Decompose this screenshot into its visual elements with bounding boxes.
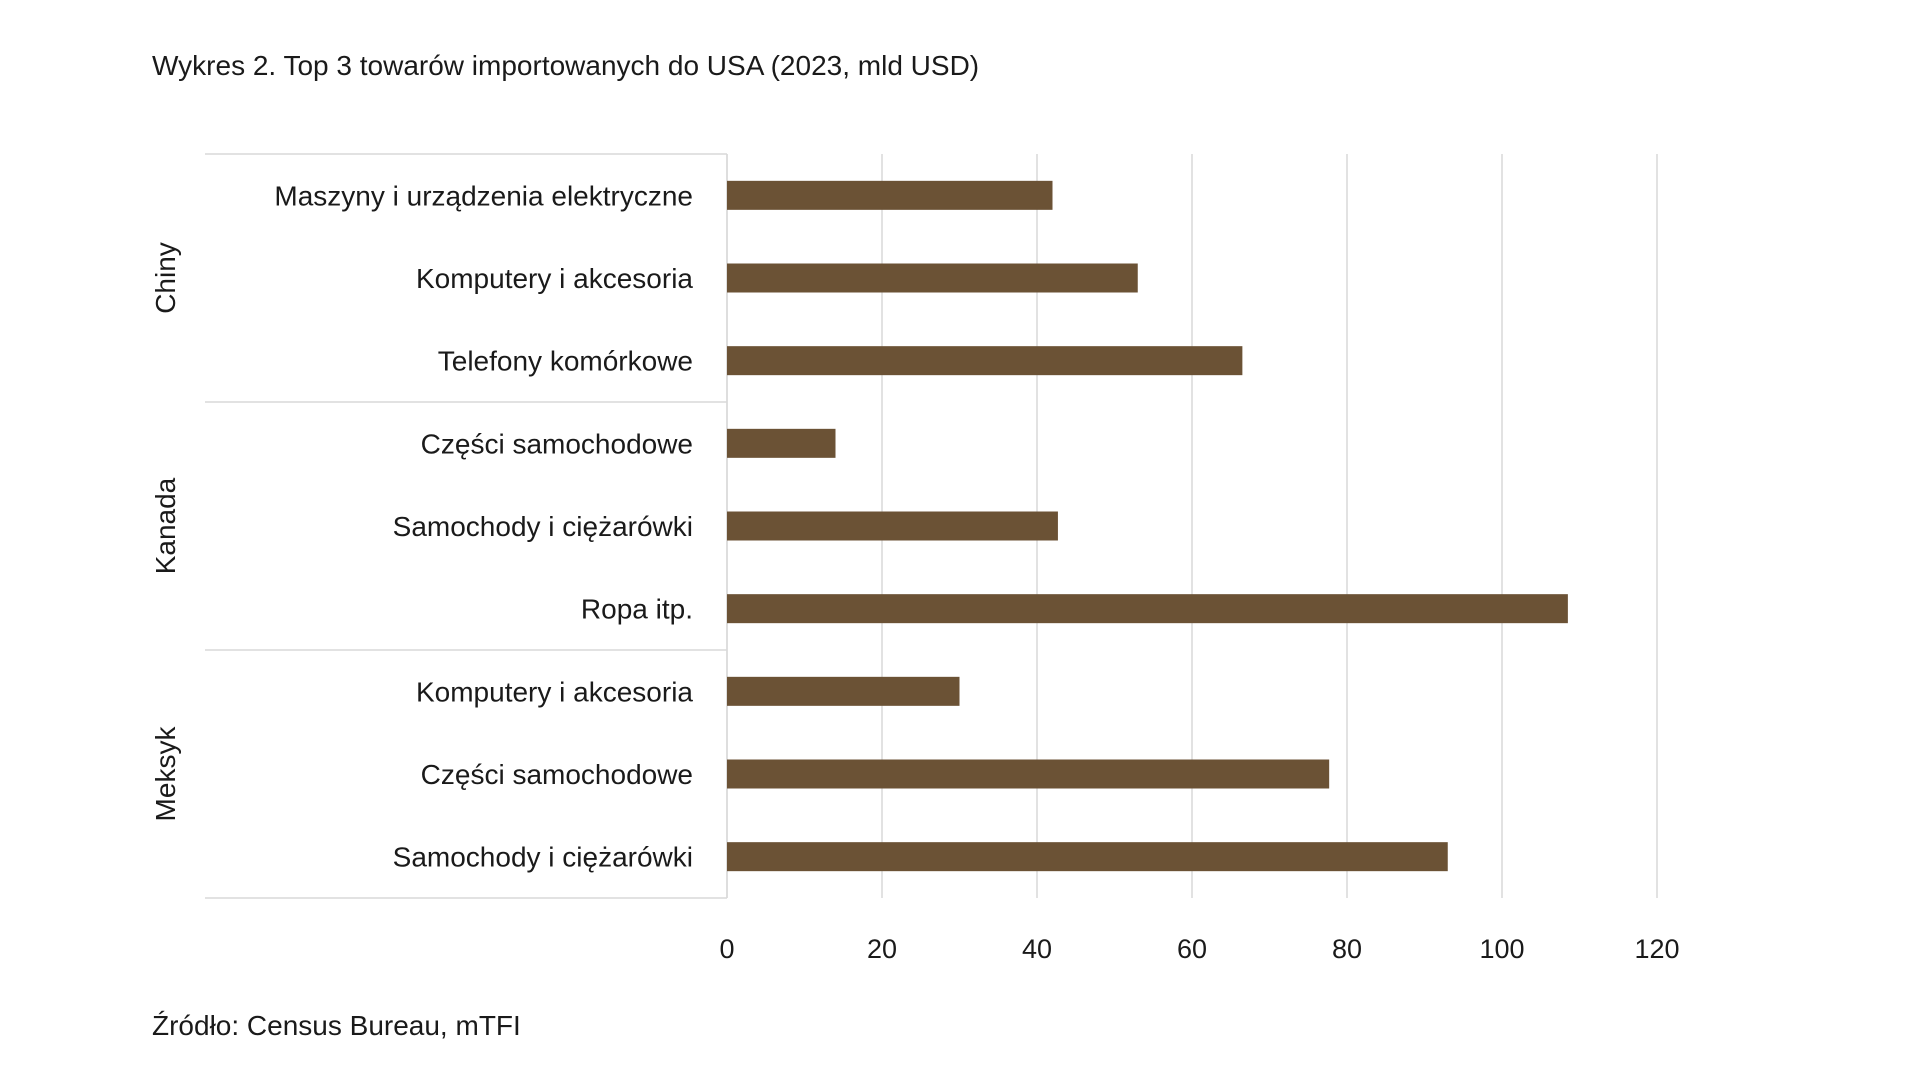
group-labels: Chiny Kanada Meksyk xyxy=(150,242,181,821)
bar-3 xyxy=(727,346,1243,376)
bar-1 xyxy=(727,180,1053,210)
bar-8 xyxy=(727,759,1330,789)
bar-6 xyxy=(727,594,1568,624)
category-label: Komputery i akcesoria xyxy=(416,263,693,294)
bar-5 xyxy=(727,511,1058,541)
x-tick-label: 0 xyxy=(719,934,734,964)
group-label-meksyk: Meksyk xyxy=(150,726,181,822)
category-label: Komputery i akcesoria xyxy=(416,676,693,707)
group-label-kanada: Kanada xyxy=(150,477,181,574)
bars xyxy=(727,180,1568,872)
category-label: Części samochodowe xyxy=(421,428,693,459)
category-label: Ropa itp. xyxy=(581,594,693,625)
x-tick-label: 20 xyxy=(867,934,897,964)
x-tick-labels: 0 20 40 60 80 100 120 xyxy=(719,934,1679,964)
group-label-chiny: Chiny xyxy=(150,242,181,314)
x-tick-label: 80 xyxy=(1332,934,1362,964)
x-tick-label: 40 xyxy=(1022,934,1052,964)
category-label: Maszyny i urządzenia elektryczne xyxy=(274,180,693,211)
bar-9 xyxy=(727,842,1448,872)
category-label: Samochody i ciężarówki xyxy=(393,511,693,542)
category-label: Telefony komórkowe xyxy=(438,346,693,377)
bar-2 xyxy=(727,263,1138,293)
x-tick-label: 120 xyxy=(1634,934,1679,964)
x-tick-label: 60 xyxy=(1177,934,1207,964)
category-label: Samochody i ciężarówki xyxy=(393,842,693,873)
bar-4 xyxy=(727,428,836,458)
category-label: Części samochodowe xyxy=(421,759,693,790)
x-tick-label: 100 xyxy=(1479,934,1524,964)
source-note: Źródło: Census Bureau, mTFI xyxy=(152,1010,521,1041)
bar-7 xyxy=(727,676,960,706)
category-labels: Maszyny i urządzenia elektryczne Komputer… xyxy=(274,180,693,872)
chart-title: Wykres 2. Top 3 towarów importowanych do… xyxy=(152,50,980,81)
